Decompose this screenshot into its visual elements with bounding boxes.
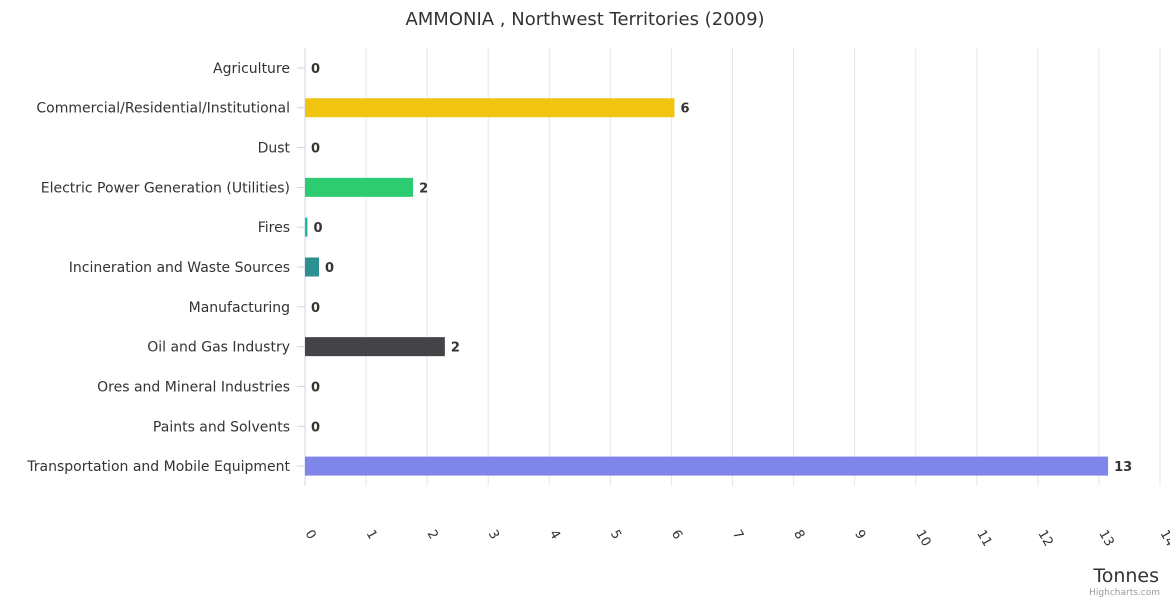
tick-label: 6 (668, 528, 685, 543)
credits[interactable]: Highcharts.com (1089, 588, 1160, 598)
chart-title: AMMONIA , Northwest Territories (2009) (405, 9, 764, 30)
category-label: Manufacturing (189, 300, 290, 316)
category-label: Oil and Gas Industry (147, 340, 290, 356)
data-label: 0 (311, 301, 320, 316)
bar[interactable] (305, 456, 1109, 476)
bar[interactable] (305, 98, 675, 118)
category-label: Transportation and Mobile Equipment (26, 459, 290, 475)
category-label: Agriculture (213, 61, 290, 77)
data-labels: 0 6 0 2 0 0 0 2 0 0 13 (311, 62, 1132, 475)
category-label: Incineration and Waste Sources (69, 260, 290, 276)
bar[interactable] (305, 257, 320, 277)
tick-label: 1 (363, 528, 380, 543)
tick-label: 9 (851, 528, 868, 543)
tick-label: 2 (424, 528, 441, 543)
tick-label: 11 (973, 528, 994, 550)
category-label: Fires (258, 220, 290, 236)
tick-label: 0 (302, 528, 319, 543)
data-label: 2 (419, 181, 428, 196)
category-label: Commercial/Residential/Institutional (36, 101, 290, 117)
grid-lines (304, 48, 1161, 486)
category-label: Paints and Solvents (153, 419, 290, 435)
data-label: 0 (311, 380, 320, 395)
category-label: Electric Power Generation (Utilities) (41, 180, 290, 196)
tick-labels: 0 1 2 3 4 5 6 7 8 9 10 11 12 13 14 (302, 528, 1170, 550)
x-axis-title: Tonnes (1092, 565, 1159, 587)
bar[interactable] (305, 177, 414, 197)
tick-label: 3 (485, 528, 502, 543)
data-label: 6 (680, 102, 689, 117)
data-label: 0 (311, 62, 320, 77)
tick-label: 12 (1034, 528, 1055, 550)
tick-label: 7 (729, 528, 746, 543)
bar[interactable] (305, 217, 308, 237)
tick-label: 14 (1157, 528, 1170, 550)
tick-label: 8 (790, 528, 807, 543)
bars (305, 98, 1109, 476)
category-label: Dust (258, 141, 291, 157)
category-label: Ores and Mineral Industries (97, 379, 290, 395)
data-label: 13 (1114, 460, 1132, 475)
category-labels: Agriculture Commercial/Residential/Instit… (26, 61, 305, 475)
data-label: 0 (313, 221, 322, 236)
bar[interactable] (305, 337, 445, 357)
data-label: 0 (325, 261, 334, 276)
data-label: 0 (311, 142, 320, 157)
tick-label: 4 (546, 528, 563, 543)
tick-label: 5 (607, 528, 624, 543)
tick-label: 10 (912, 528, 933, 550)
data-label: 2 (451, 341, 460, 356)
tick-label: 13 (1095, 528, 1116, 550)
data-label: 0 (311, 420, 320, 435)
